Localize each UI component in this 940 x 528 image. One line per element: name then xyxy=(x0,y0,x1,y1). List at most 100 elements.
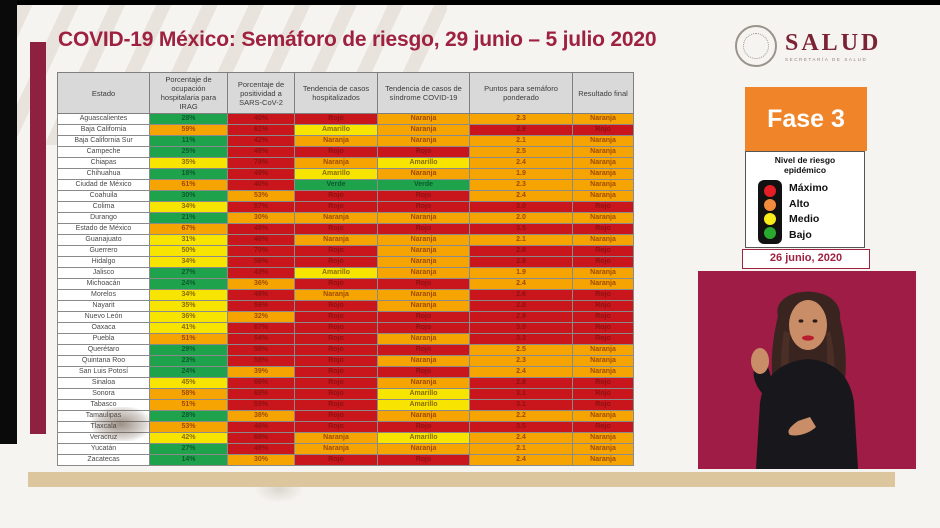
risk-value-cell: 24% xyxy=(149,278,228,290)
risk-value-cell: 56% xyxy=(227,256,295,268)
risk-value-cell: Amarillo xyxy=(294,124,378,136)
risk-value-cell: 67% xyxy=(149,223,228,235)
logo-title: SALUD xyxy=(785,29,882,56)
risk-level-dot xyxy=(764,226,776,239)
risk-value-cell: 2.1 xyxy=(469,234,573,246)
state-name-cell: San Luis Potosí xyxy=(57,366,150,378)
state-name-cell: Sonora xyxy=(57,388,150,400)
state-name-cell: Tamaulipas xyxy=(57,410,150,422)
risk-value-cell: 53% xyxy=(227,190,295,202)
risk-value-cell: 21% xyxy=(149,212,228,224)
table-header-row: Estado Porcentaje de ocupación hospitalar… xyxy=(57,72,634,114)
risk-value-cell: 50% xyxy=(149,245,228,257)
risk-value-cell: Naranja xyxy=(294,432,378,444)
state-name-cell: Campeche xyxy=(57,146,150,158)
risk-value-cell: Rojo xyxy=(377,146,470,158)
column-header: Resultado final xyxy=(572,72,634,114)
risk-value-cell: 32% xyxy=(227,311,295,323)
risk-value-cell: Naranja xyxy=(377,124,470,136)
risk-value-cell: Naranja xyxy=(377,377,470,389)
risk-value-cell: Naranja xyxy=(377,245,470,257)
risk-value-cell: Naranja xyxy=(572,410,634,422)
table-row: Guerrero 50% 70% Rojo Naranja 2.8 Rojo xyxy=(57,245,634,257)
risk-value-cell: 46% xyxy=(227,234,295,246)
risk-value-cell: Rojo xyxy=(377,344,470,356)
risk-value-cell: Naranja xyxy=(572,146,634,158)
risk-value-cell: Naranja xyxy=(572,432,634,444)
risk-value-cell: Naranja xyxy=(377,267,470,279)
top-black-bar xyxy=(0,0,940,5)
risk-value-cell: 2.3 xyxy=(469,113,573,125)
risk-value-cell: 27% xyxy=(149,443,228,455)
government-seal-icon xyxy=(735,25,777,67)
risk-value-cell: Rojo xyxy=(377,366,470,378)
risk-value-cell: Rojo xyxy=(377,201,470,213)
risk-value-cell: Rojo xyxy=(294,201,378,213)
risk-value-cell: Naranja xyxy=(572,366,634,378)
risk-value-cell: 51% xyxy=(149,333,228,345)
risk-value-cell: 2.4 xyxy=(469,454,573,466)
risk-value-cell: 58% xyxy=(227,344,295,356)
table-row: Puebla 51% 54% Rojo Naranja 3.3 Rojo xyxy=(57,333,634,345)
risk-value-cell: 2.1 xyxy=(469,443,573,455)
risk-value-cell: Rojo xyxy=(572,333,634,345)
risk-level-label: Bajo xyxy=(789,228,812,241)
state-name-cell: Quintana Roo xyxy=(57,355,150,367)
risk-value-cell: Rojo xyxy=(572,124,634,136)
state-name-cell: Estado de México xyxy=(57,223,150,235)
risk-value-cell: Naranja xyxy=(572,190,634,202)
risk-value-cell: Naranja xyxy=(377,234,470,246)
risk-value-cell: 45% xyxy=(149,377,228,389)
risk-value-cell: Rojo xyxy=(377,421,470,433)
risk-value-cell: Naranja xyxy=(572,157,634,169)
risk-value-cell: Naranja xyxy=(572,212,634,224)
risk-value-cell: Naranja xyxy=(294,234,378,246)
state-name-cell: Guanajuato xyxy=(57,234,150,246)
state-name-cell: Tlaxcala xyxy=(57,421,150,433)
risk-value-cell: 58% xyxy=(227,355,295,367)
risk-value-cell: 30% xyxy=(227,454,295,466)
risk-level-label: Máximo xyxy=(789,182,829,195)
risk-value-cell: 68% xyxy=(227,388,295,400)
risk-value-cell: 2.4 xyxy=(469,157,573,169)
table-row: Durango 21% 30% Naranja Naranja 2.0 Naranja xyxy=(57,212,634,224)
risk-value-cell: 56% xyxy=(227,300,295,312)
risk-value-cell: 31% xyxy=(149,234,228,246)
risk-value-cell: 70% xyxy=(227,245,295,257)
risk-table: Estado Porcentaje de ocupación hospitalar… xyxy=(57,72,634,466)
risk-value-cell: Naranja xyxy=(572,135,634,147)
risk-value-cell: 48% xyxy=(227,289,295,301)
left-black-bar xyxy=(0,0,17,444)
risk-value-cell: Naranja xyxy=(377,410,470,422)
traffic-light-icon xyxy=(758,179,782,244)
risk-value-cell: 61% xyxy=(149,179,228,191)
risk-value-cell: 2.5 xyxy=(469,344,573,356)
table-row: Campeche 25% 48% Rojo Rojo 2.5 Naranja xyxy=(57,146,634,158)
risk-value-cell: Rojo xyxy=(294,366,378,378)
risk-value-cell: Naranja xyxy=(572,168,634,180)
risk-value-cell: Naranja xyxy=(572,179,634,191)
risk-value-cell: Rojo xyxy=(377,223,470,235)
page-title: COVID-19 México: Semáforo de riesgo, 29 … xyxy=(58,28,657,51)
state-name-cell: Puebla xyxy=(57,333,150,345)
state-name-cell: Hidalgo xyxy=(57,256,150,268)
state-name-cell: Durango xyxy=(57,212,150,224)
state-name-cell: Nuevo León xyxy=(57,311,150,323)
column-header: Porcentaje de ocupación hospitalaria par… xyxy=(149,72,228,114)
risk-value-cell: 2.8 xyxy=(469,377,573,389)
table-row: Estado de México 67% 48% Rojo Rojo 3.5 Rojo xyxy=(57,223,634,235)
risk-value-cell: 2.4 xyxy=(469,278,573,290)
table-row: Guanajuato 31% 46% Naranja Naranja 2.1 Naranja xyxy=(57,234,634,246)
risk-value-cell: Naranja xyxy=(294,289,378,301)
column-header: Puntos para semáforo ponderado xyxy=(469,72,573,114)
risk-value-cell: 54% xyxy=(227,333,295,345)
risk-value-cell: Rojo xyxy=(294,421,378,433)
risk-value-cell: Naranja xyxy=(294,212,378,224)
risk-value-cell: Naranja xyxy=(572,443,634,455)
risk-value-cell: Naranja xyxy=(572,234,634,246)
risk-value-cell: 36% xyxy=(149,311,228,323)
bottom-tan-bar xyxy=(28,472,895,487)
sign-language-interpreter-panel xyxy=(698,271,916,469)
risk-value-cell: 48% xyxy=(227,223,295,235)
risk-value-cell: 53% xyxy=(149,421,228,433)
